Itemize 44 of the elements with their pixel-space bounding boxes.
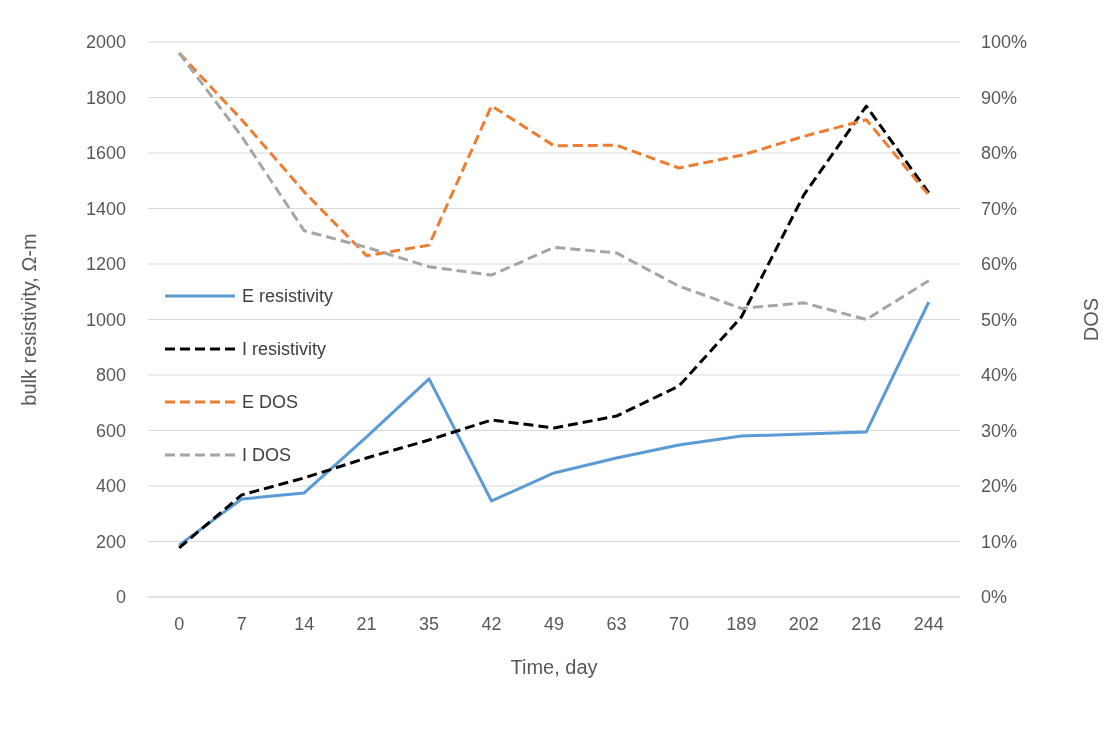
x-axis-title: Time, day [510,656,598,678]
y2-tick-label: 100% [981,32,1028,53]
x-tick-label: 49 [543,614,565,634]
y-tick-label: 200 [95,531,126,552]
y2-tick-label: 20% [981,476,1018,497]
x-tick-label: 14 [294,614,315,634]
legend-label: I DOS [242,445,292,466]
y-tick-label: 600 [95,420,126,441]
y2-tick-label: 30% [981,420,1018,441]
x-tick-label: 35 [419,614,440,634]
legend-label: E DOS [242,392,299,413]
y-tick-label: 2000 [85,32,126,53]
y2-tick-label: 40% [981,365,1018,386]
y2-tick-label: 10% [981,531,1018,552]
y-tick-label: 1800 [85,87,126,108]
x-tick-label: 0 [174,614,185,634]
y2-tick-label: 0% [981,587,1008,608]
y-tick-label: 400 [95,476,126,497]
y-tick-label: 800 [95,365,126,386]
x-tick-label: 244 [913,614,944,634]
y-tick-label: 1400 [85,198,126,219]
y2-tick-label: 50% [981,309,1018,330]
legend-label: E resistivity [242,286,334,307]
y-tick-label: 1200 [85,254,126,275]
x-tick-label: 7 [236,614,247,634]
y2-tick-label: 90% [981,87,1018,108]
line-series [177,51,931,321]
y2-tick-label: 80% [981,143,1018,164]
x-tick-label: 42 [481,614,502,634]
x-tick-label: 63 [606,614,627,634]
x-tick-label: 70 [668,614,689,634]
x-tick-label: 21 [356,614,377,634]
x-tick-label: 189 [726,614,757,634]
line-series [177,104,931,550]
y-tick-label: 1600 [85,143,126,164]
y-axis-title: bulk resistivity, Ω-m [18,233,40,406]
y2-tick-label: 60% [981,254,1018,275]
y2-axis-title: DOS [1080,297,1102,342]
x-tick-label: 202 [788,614,819,634]
x-tick-label: 216 [851,614,882,634]
legend-label: I resistivity [242,339,327,360]
y2-tick-label: 70% [981,198,1018,219]
y-tick-label: 1000 [85,309,126,330]
y-tick-label: 0 [115,587,126,608]
